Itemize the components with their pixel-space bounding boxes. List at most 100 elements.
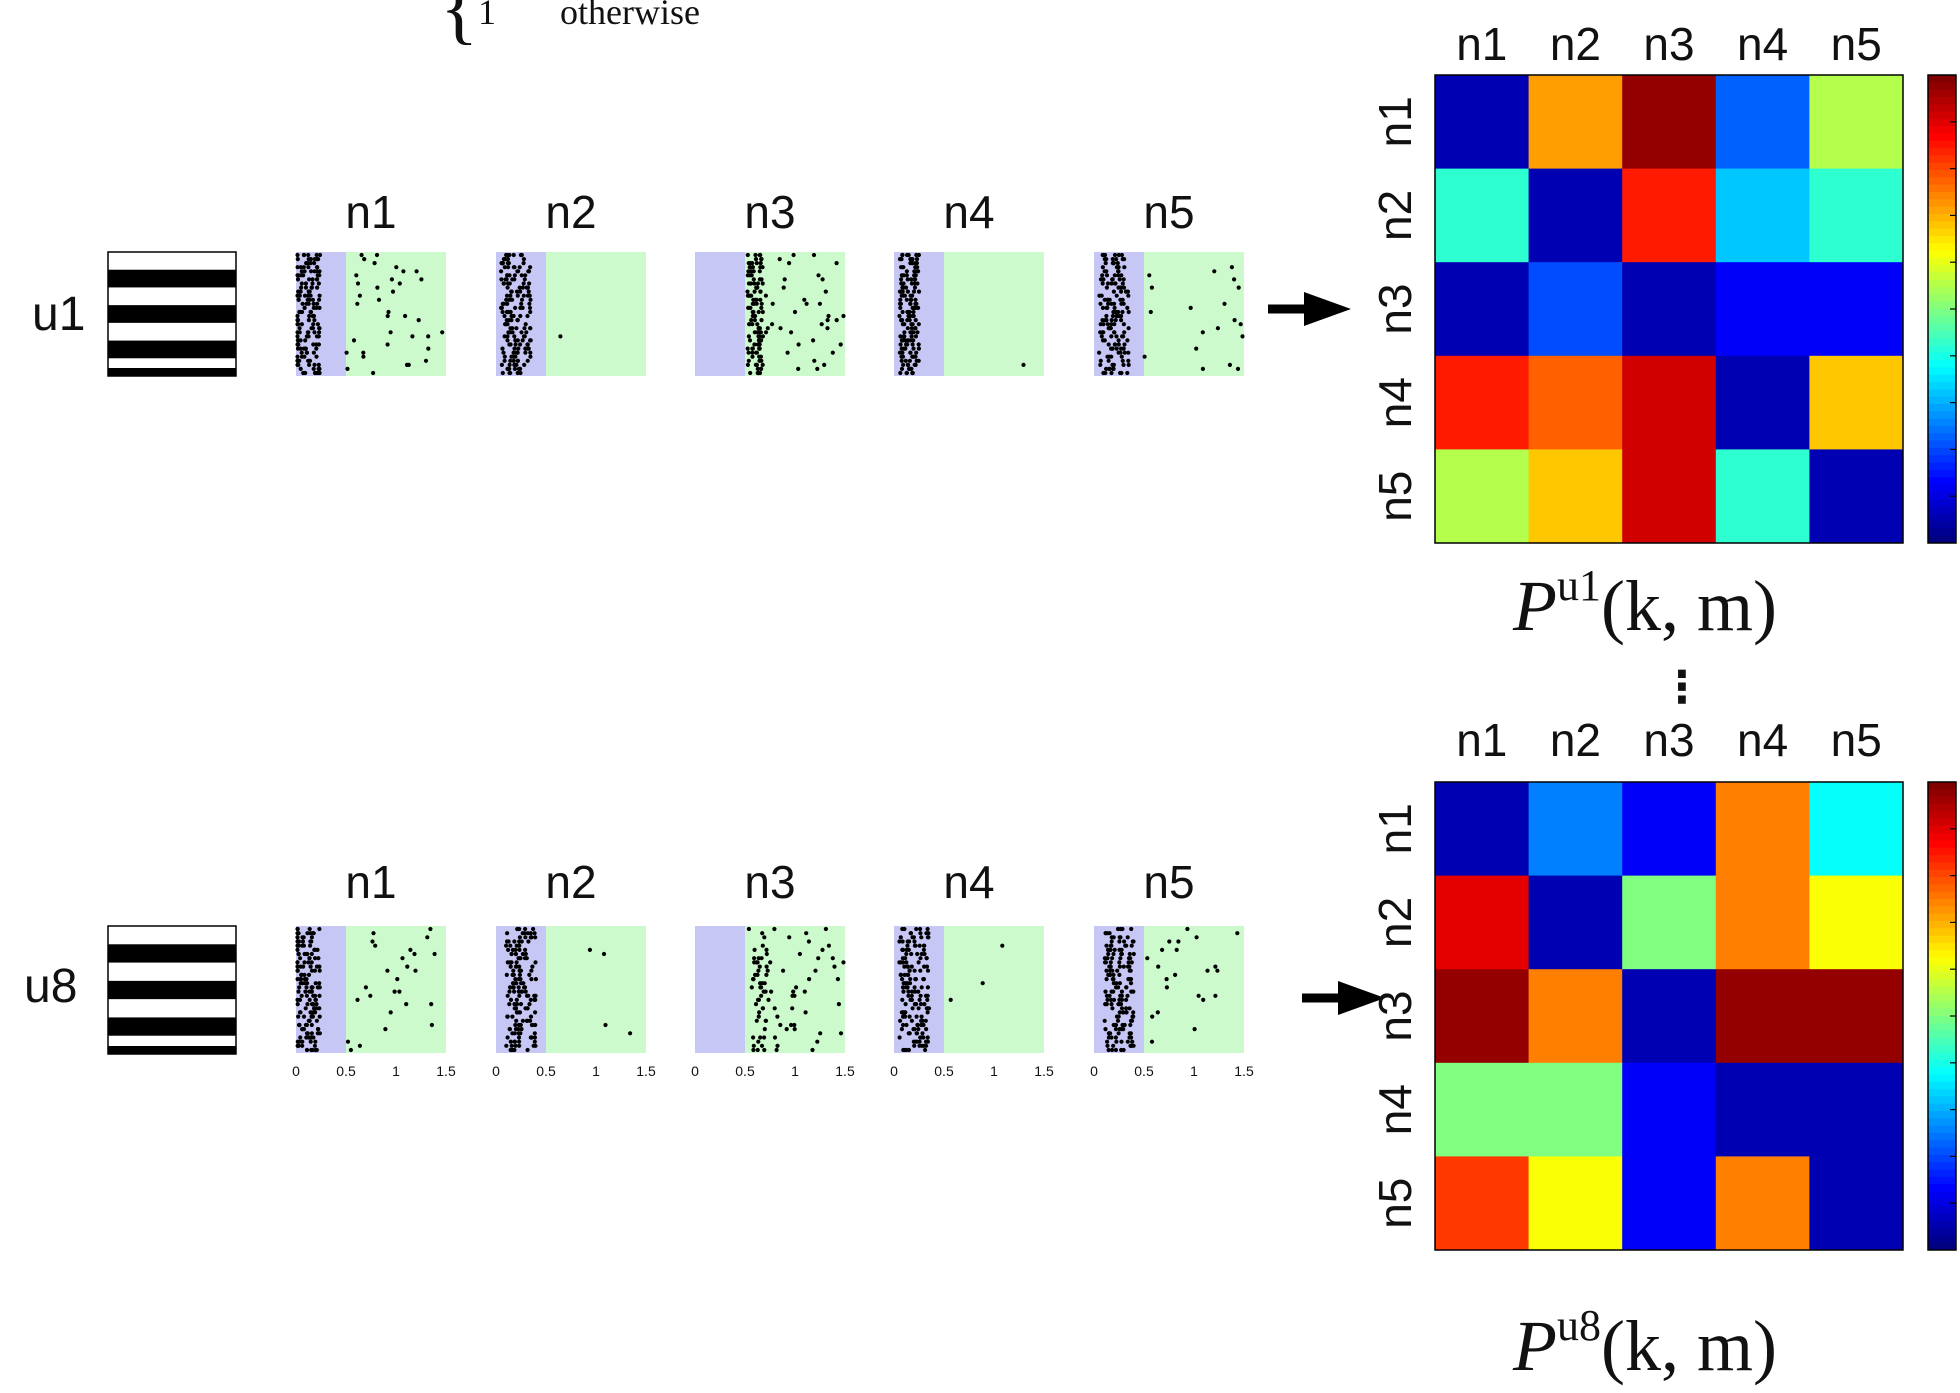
spike [925, 1039, 931, 1044]
spike [533, 993, 538, 998]
raster-title-n2: n2 [545, 186, 596, 238]
spike [908, 297, 913, 302]
heatmap-cell [1528, 1062, 1623, 1157]
spike [820, 277, 825, 282]
spike [1098, 277, 1104, 282]
spike [914, 1014, 919, 1019]
spike [1119, 989, 1124, 994]
spike [924, 931, 929, 936]
spike [1125, 1039, 1130, 1044]
spike [428, 926, 433, 932]
spike [532, 1031, 537, 1036]
spike [759, 993, 764, 998]
spike [297, 309, 302, 315]
spike [917, 1039, 922, 1044]
spike [307, 926, 312, 932]
spike [921, 1022, 926, 1028]
spike [764, 972, 769, 978]
spike [792, 309, 798, 315]
spike [746, 334, 752, 339]
heatmap-cell [1435, 168, 1530, 263]
spike [528, 354, 533, 359]
spike [504, 1043, 509, 1048]
spike [296, 297, 301, 302]
spike [311, 931, 316, 936]
spike [905, 939, 910, 944]
spike [1129, 926, 1134, 932]
spike [948, 997, 953, 1003]
spike [760, 943, 765, 948]
spike [925, 1035, 930, 1040]
spike [1109, 322, 1114, 327]
spike [1131, 1043, 1136, 1048]
spike [789, 1022, 794, 1028]
spike [980, 981, 985, 986]
spike [306, 265, 311, 270]
spike [811, 338, 816, 343]
arrow-u1 [1268, 292, 1351, 326]
spike [1120, 358, 1125, 363]
spike [756, 1039, 761, 1044]
spike [314, 1002, 319, 1007]
spike [301, 265, 306, 270]
spike [357, 293, 362, 298]
spike [520, 951, 526, 957]
raster-x-axis-ticks: 0 0.5 1 1.5 0 0.5 1 1.5 0 0.5 1 1.5 0 0.5 1 1.5 0 0.5 1 1.5 [292, 1063, 1254, 1079]
spike [309, 1022, 314, 1028]
spike [1098, 358, 1103, 363]
spike [816, 273, 821, 278]
colorbar-segment [1928, 367, 1956, 376]
spike [295, 977, 300, 982]
matrix-title-u1: Pu1(k, m) [1512, 561, 1777, 646]
spike [295, 935, 300, 940]
spike [899, 346, 904, 351]
spike [426, 346, 431, 351]
colorbar-segment [1928, 789, 1956, 798]
spike [299, 993, 304, 998]
raster-window-late [944, 926, 1044, 1053]
spike [1117, 964, 1122, 969]
spike [1125, 338, 1130, 343]
raster-title-n4: n4 [943, 856, 994, 908]
spike [361, 354, 366, 359]
spike [298, 366, 303, 371]
spike [1185, 926, 1190, 932]
spike [315, 322, 320, 327]
spike [758, 1035, 763, 1040]
spike [751, 977, 756, 982]
raster-panel-n1: n1 [295, 186, 446, 376]
heatmap-col-label-n5: n5 [1831, 714, 1882, 766]
spike [904, 947, 909, 953]
spike [763, 330, 769, 335]
spike [906, 252, 911, 258]
spike [1112, 305, 1117, 310]
spike [432, 951, 437, 957]
spike [307, 1018, 312, 1023]
heatmap-col-label-n4: n4 [1737, 18, 1788, 70]
spike [505, 1014, 510, 1019]
colorbar-segment [1928, 316, 1956, 325]
spike [507, 985, 513, 990]
spike [1116, 273, 1121, 278]
spike [522, 985, 528, 990]
spike [355, 997, 360, 1003]
colorbar-segment [1928, 913, 1956, 922]
spike [1116, 252, 1121, 258]
spike [508, 997, 514, 1003]
spike [1021, 362, 1026, 367]
heatmap-cell [1435, 355, 1530, 450]
heatmap-cell [1715, 782, 1810, 877]
colorbar-segment [1928, 148, 1956, 156]
spike [532, 1035, 538, 1040]
spike [516, 1035, 522, 1040]
spike [517, 964, 522, 969]
spike [754, 350, 760, 355]
raster-window-late [944, 252, 1044, 376]
raster-panels-u8: n1 n2 n3 n4 n5 [295, 856, 1244, 1053]
spike [1119, 301, 1124, 306]
spike [304, 985, 309, 990]
spike [511, 985, 516, 990]
spike [905, 943, 910, 948]
spike [1111, 289, 1116, 294]
spike [419, 277, 424, 282]
